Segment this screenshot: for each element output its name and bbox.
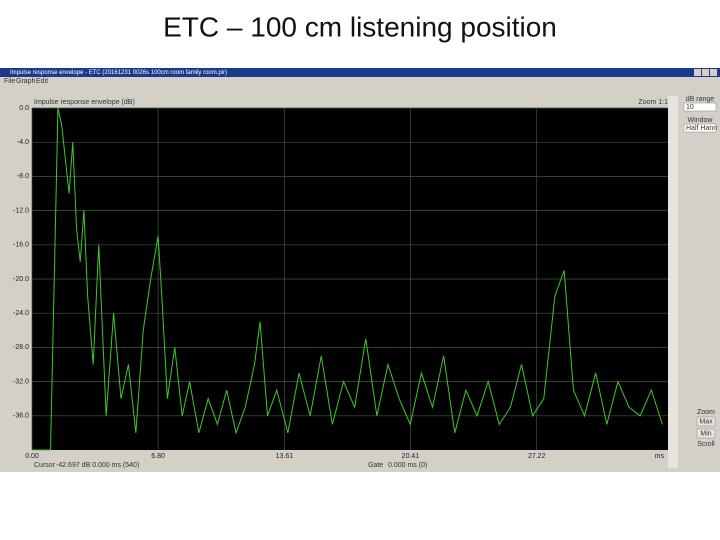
close-button[interactable] bbox=[710, 69, 717, 76]
menu-item[interactable]: File bbox=[4, 78, 15, 85]
menu-item[interactable]: Edit bbox=[36, 78, 48, 85]
y-tick-label: -28.0 bbox=[13, 344, 29, 351]
scrollbar[interactable] bbox=[668, 96, 678, 468]
panel-label: Zoom bbox=[697, 409, 715, 416]
status-value: -42.697 dB 0.000 ms (540) bbox=[56, 462, 139, 469]
menu-item[interactable]: Graph bbox=[16, 78, 36, 85]
y-tick-label: -36.0 bbox=[13, 413, 29, 420]
status-label: Gate bbox=[368, 462, 383, 469]
window-dropdown[interactable] bbox=[683, 123, 717, 133]
minimize-button[interactable] bbox=[694, 69, 701, 76]
y-tick-label: -12.0 bbox=[13, 207, 29, 214]
zoom-annotation: Zoom 1:1 bbox=[638, 99, 668, 106]
y-tick-label: -32.0 bbox=[13, 378, 29, 385]
zoom-max-button[interactable] bbox=[696, 416, 716, 427]
y-tick-label: -20.0 bbox=[13, 276, 29, 283]
panel-label: Scroll bbox=[697, 441, 715, 448]
window-title: Impulse response envelope - ETC (2016123… bbox=[10, 70, 227, 76]
zoom-min-button[interactable] bbox=[696, 428, 716, 439]
x-tick-label: 6.80 bbox=[151, 453, 165, 460]
button-label: Min bbox=[700, 430, 711, 437]
maximize-button[interactable] bbox=[702, 69, 709, 76]
x-axis-label: ms bbox=[655, 453, 665, 460]
chart-title: Impulse response envelope (dB) bbox=[34, 99, 135, 106]
x-tick-label: 13.61 bbox=[276, 453, 294, 460]
y-tick-label: -8.0 bbox=[17, 173, 29, 180]
range-value: 10 bbox=[686, 104, 694, 111]
y-tick-label: -24.0 bbox=[13, 310, 29, 317]
button-label: Max bbox=[699, 418, 713, 425]
slide-title: ETC – 100 cm listening position bbox=[163, 11, 557, 42]
panel-label: dB range bbox=[686, 96, 715, 103]
y-tick-label: 0.0 bbox=[19, 105, 29, 112]
panel-label: Window bbox=[688, 117, 714, 124]
y-tick-label: -16.0 bbox=[13, 242, 29, 249]
range-dropdown[interactable] bbox=[683, 102, 717, 112]
y-tick-label: -4.0 bbox=[17, 139, 29, 146]
etc-trace bbox=[32, 107, 663, 451]
status-value: 0.000 ms (0) bbox=[388, 462, 427, 469]
x-tick-label: 27.22 bbox=[528, 453, 546, 460]
status-label: Cursor bbox=[34, 462, 56, 469]
title-bar bbox=[0, 68, 720, 77]
x-tick-label: 20.41 bbox=[402, 453, 420, 460]
window-value: Half Hann bbox=[686, 125, 717, 132]
x-tick-label: 0.00 bbox=[25, 453, 39, 460]
